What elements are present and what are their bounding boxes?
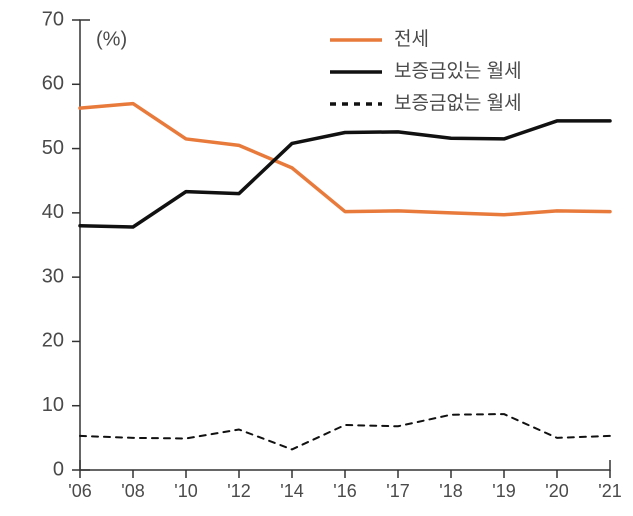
x-tick-label: '12 bbox=[227, 481, 250, 501]
x-tick-label: '18 bbox=[439, 481, 462, 501]
x-tick-label: '14 bbox=[280, 481, 303, 501]
y-axis-unit: (%) bbox=[96, 29, 127, 51]
y-tick-label: 10 bbox=[42, 394, 64, 416]
x-tick-label: '21 bbox=[598, 481, 621, 501]
line-chart: 0 10 20 30 40 50 60 70 (%) '06 '08 '10 '12 '14 '16 '17 '… bbox=[0, 0, 633, 516]
legend-label: 보증금없는 월세 bbox=[394, 92, 522, 114]
legend-label: 전세 bbox=[394, 28, 429, 50]
x-tick-label: '06 bbox=[68, 481, 91, 501]
y-tick-label: 20 bbox=[42, 330, 64, 352]
x-tick-label: '20 bbox=[545, 481, 568, 501]
x-tick-label: '17 bbox=[386, 481, 409, 501]
x-tick-label: '19 bbox=[492, 481, 515, 501]
x-tick-label: '08 bbox=[121, 481, 144, 501]
y-tick-label: 70 bbox=[42, 8, 64, 30]
y-tick-label: 50 bbox=[42, 137, 64, 159]
legend-label: 보증금있는 월세 bbox=[394, 60, 522, 82]
x-tick-label: '10 bbox=[174, 481, 197, 501]
y-tick-label: 40 bbox=[42, 201, 64, 223]
x-tick-label: '16 bbox=[333, 481, 356, 501]
chart-svg: 0 10 20 30 40 50 60 70 (%) '06 '08 '10 '12 '14 '16 '17 '… bbox=[0, 0, 633, 516]
y-tick-label: 0 bbox=[53, 458, 64, 480]
y-tick-label: 30 bbox=[42, 265, 64, 287]
y-tick-label: 60 bbox=[42, 73, 64, 95]
